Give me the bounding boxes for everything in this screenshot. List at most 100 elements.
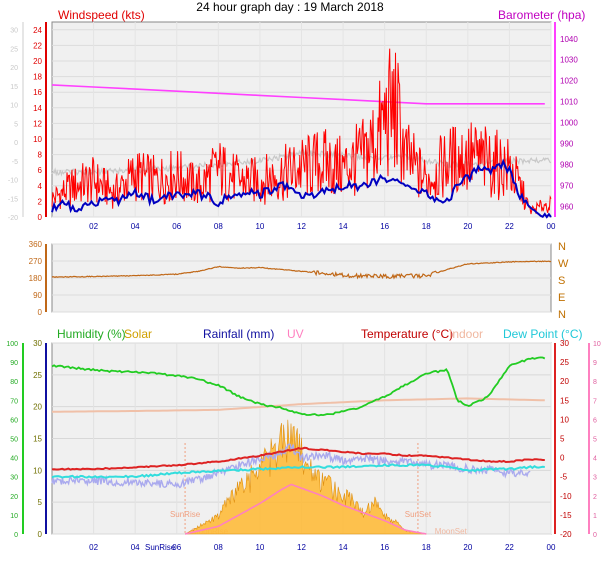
temp-y-tick-label: -15 [560, 511, 572, 520]
wind-x-tick-label: 06 [172, 222, 181, 231]
uv-y-tick-label: 4 [593, 456, 597, 463]
temp-y-tick-label: -5 [560, 473, 568, 482]
direction-series [51, 260, 552, 280]
humidity-y-tick-label: 0 [14, 532, 18, 539]
uv-line [184, 483, 427, 535]
wind-x-tick-label: 12 [297, 222, 306, 231]
temp-x-tick-label: 22 [505, 543, 514, 552]
wind-series [51, 48, 552, 219]
barometer-legend: Barometer (hpa) [498, 8, 585, 22]
temperature-legend: Temperature (°C) [361, 327, 453, 341]
sunrise-label: SunRise [170, 510, 201, 519]
wind-y-tick-label: 4 [38, 182, 43, 191]
temp-y-tick-label: 30 [560, 339, 569, 348]
temp-x-tick-label: 12 [297, 543, 306, 552]
baro-y-tick-label: 1020 [560, 77, 578, 86]
temp-outer-tick-label: 10 [10, 103, 18, 110]
wind-y-tick-label: 2 [38, 197, 43, 206]
humidity-line [51, 356, 546, 417]
baro-y-tick-label: 990 [560, 140, 574, 149]
temp-outer-tick-label: -10 [8, 178, 18, 185]
wind-y-tick-label: 24 [33, 26, 42, 35]
direction-y-tick-label: 360 [29, 240, 43, 249]
uv-legend: UV [287, 327, 304, 341]
humidity-y-tick-label: 40 [10, 456, 18, 463]
solar-legend: Solar [124, 327, 152, 341]
temp-outer-tick-label: 5 [14, 121, 18, 128]
humidity-y-tick-label: 70 [10, 398, 18, 405]
wind-y-tick-label: 10 [33, 135, 42, 144]
temp-x-tick-label: 20 [463, 543, 472, 552]
wind-x-tick-label: 00 [547, 222, 556, 231]
humidity-legend: Humidity (%) [57, 327, 126, 341]
compass-label: W [558, 258, 569, 270]
temp-x-tick-label: 14 [339, 543, 348, 552]
uv-y-tick-label: 8 [593, 379, 597, 386]
temp-x-tick-label: 18 [422, 543, 431, 552]
direction-y-tick-label: 180 [29, 274, 43, 283]
baro-y-tick-label: 980 [560, 161, 574, 170]
wind-x-tick-label: 04 [131, 222, 140, 231]
indoor-legend: Indoor [449, 327, 483, 341]
baro-y-tick-label: 1040 [560, 35, 578, 44]
solar-y-tick-label: 15 [33, 435, 42, 444]
indoor-line [51, 397, 545, 413]
average-wind-line [51, 158, 552, 219]
temp-x-tick-label: 16 [380, 543, 389, 552]
moonset-label: MoonSet [435, 527, 468, 536]
humidity-y-tick-label: 20 [10, 494, 18, 501]
temp-outer-tick-label: -15 [8, 196, 18, 203]
direction-y-tick-label: 90 [33, 291, 42, 300]
uv-y-tick-label: 1 [593, 513, 597, 520]
humidity-y-tick-label: 60 [10, 417, 18, 424]
wind-y-tick-label: 8 [38, 151, 43, 160]
wind-x-tick-label: 16 [380, 222, 389, 231]
solar-area [184, 419, 427, 535]
wind-y-tick-label: 0 [38, 213, 43, 222]
humidity-y-tick-label: 90 [10, 360, 18, 367]
barometer-line [51, 84, 545, 105]
temp-y-tick-label: 10 [560, 415, 569, 424]
gust-line [51, 48, 552, 215]
temp-y-tick-label: 0 [560, 454, 565, 463]
temp-outer-tick-label: -20 [8, 215, 18, 222]
uv-y-tick-label: 9 [593, 360, 597, 367]
humidity-y-tick-label: 30 [10, 475, 18, 482]
temperature-line [51, 446, 545, 471]
temperature-series [51, 356, 546, 535]
uv-y-tick-label: 6 [593, 417, 597, 424]
baro-y-tick-label: 960 [560, 203, 574, 212]
humidity-y-tick-label: 100 [6, 341, 18, 348]
compass-label: E [558, 292, 565, 304]
temp-x-tick-label: 02 [89, 543, 98, 552]
temp-y-tick-label: 15 [560, 396, 569, 405]
temp-outer-tick-label: 30 [10, 28, 18, 35]
wind-x-tick-label: 22 [505, 222, 514, 231]
temp-y-tick-label: -20 [560, 530, 572, 539]
temp-y-tick-label: -10 [560, 492, 572, 501]
baro-y-tick-label: 1000 [560, 119, 578, 128]
temp-outer-tick-label: 25 [10, 46, 18, 53]
uv-y-tick-label: 5 [593, 437, 597, 444]
temp-x-tick-label: 06 [172, 543, 181, 552]
compass-label: N [558, 309, 566, 321]
uv-y-tick-label: 2 [593, 494, 597, 501]
compass-label: N [558, 241, 566, 253]
temp-x-tick-label: 08 [214, 543, 223, 552]
uv-y-tick-label: 3 [593, 475, 597, 482]
wind-y-tick-label: 20 [33, 57, 42, 66]
humidity-y-tick-label: 10 [10, 513, 18, 520]
windspeed-legend: Windspeed (kts) [58, 8, 145, 22]
solar-y-tick-label: 25 [33, 371, 42, 380]
temp-x-tick-label: 04 [131, 543, 140, 552]
wind-y-tick-label: 18 [33, 73, 42, 82]
wind-x-tick-label: 20 [463, 222, 472, 231]
compass-label: S [558, 275, 565, 287]
baro-y-tick-label: 970 [560, 182, 574, 191]
uv-y-tick-label: 7 [593, 398, 597, 405]
humidity-y-tick-label: 50 [10, 437, 18, 444]
sunset-label: SunSet [405, 510, 432, 519]
direction-line [51, 260, 552, 280]
dewpoint-line [51, 463, 545, 479]
